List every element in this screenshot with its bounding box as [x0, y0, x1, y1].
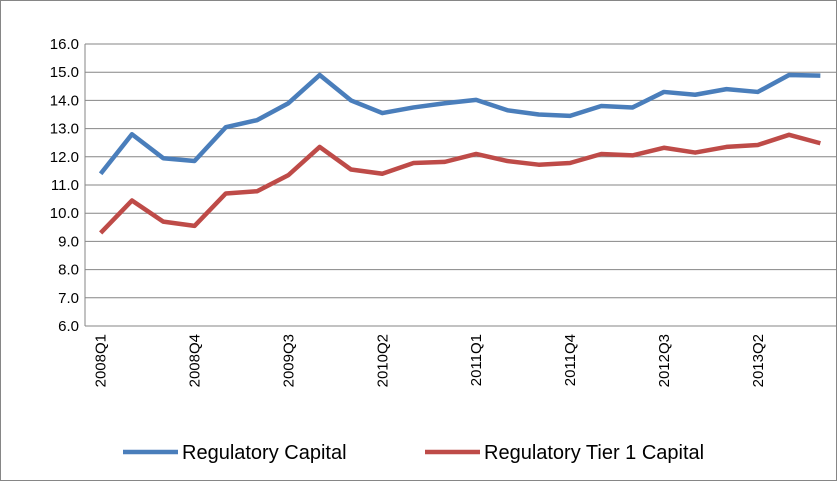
y-tick-label: 12.0 — [50, 149, 79, 166]
legend-label: Regulatory Capital — [182, 442, 347, 464]
x-tick-label: 2010Q2 — [374, 334, 391, 387]
y-tick-label: 10.0 — [50, 205, 79, 222]
legend-label: Regulatory Tier 1 Capital — [484, 442, 704, 464]
y-tick-label: 14.0 — [50, 92, 79, 109]
x-tick-label: 2009Q3 — [280, 334, 297, 387]
x-tick-label: 2013Q2 — [750, 334, 767, 387]
y-tick-label: 15.0 — [50, 64, 79, 81]
y-tick-label: 11.0 — [51, 177, 79, 194]
y-tick-label: 6.0 — [58, 318, 79, 335]
x-tick-label: 2011Q1 — [468, 334, 485, 386]
y-tick-label: 8.0 — [58, 262, 79, 279]
x-tick-label: 2008Q1 — [93, 334, 110, 387]
x-tick-label: 2008Q4 — [187, 334, 204, 387]
y-tick-label: 13.0 — [50, 121, 79, 138]
series-line — [99, 132, 821, 235]
x-tick-label: 2012Q3 — [656, 334, 673, 387]
y-tick-label: 16.0 — [50, 36, 79, 53]
series-line — [98, 72, 821, 176]
x-tick-label: 2011Q4 — [562, 334, 579, 386]
y-tick-label: 7.0 — [58, 290, 79, 307]
y-tick-label: 9.0 — [58, 233, 79, 250]
